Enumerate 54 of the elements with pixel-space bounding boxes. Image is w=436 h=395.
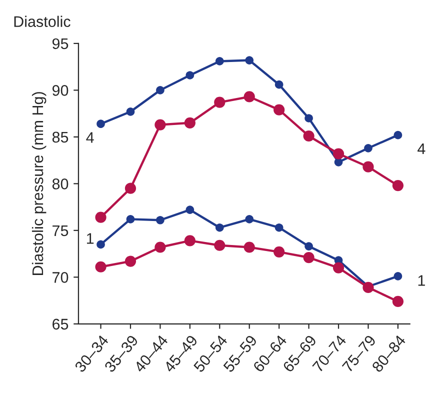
point [126,108,135,116]
point [126,215,135,224]
point [394,130,402,140]
point [274,104,285,116]
point [274,80,284,89]
point [154,119,166,130]
point [96,240,105,249]
point [332,262,344,274]
y-tick-label: 95 [52,38,68,50]
point [394,272,402,280]
point [274,246,285,258]
point [304,114,313,122]
point [95,212,106,223]
y-tick-label: 75 [52,225,68,236]
y-tick-label: 80 [52,178,68,190]
y-tick-label: 70 [52,272,68,283]
point [215,223,224,232]
point [186,206,194,214]
point [215,57,224,66]
point [245,56,254,64]
y-axis-title: Diastolic pressure (mm Hg) [32,92,46,275]
point [303,252,314,264]
point [214,96,226,108]
point [184,235,196,246]
point [362,161,374,172]
point [124,182,136,194]
point [154,242,166,253]
point [364,144,372,152]
point [304,242,313,250]
point [214,240,226,251]
y-tick-label: 65 [52,318,68,330]
point [244,91,255,102]
point [156,216,164,224]
point [334,158,343,166]
point [95,261,106,272]
point [303,130,314,142]
annotation: 4 [86,132,94,143]
point [392,296,404,308]
chart-title: Diastolic [14,16,70,28]
y-tick-label: 90 [52,85,68,96]
annotation: 1 [86,233,94,244]
text: 1 [418,275,425,286]
y-tick-label: 85 [52,132,68,143]
point [96,120,105,128]
point [184,117,196,128]
point [332,148,344,160]
point [244,242,255,253]
point [186,71,194,80]
point [245,215,254,224]
point [392,180,404,192]
point [124,256,136,267]
point [156,86,164,94]
point [274,223,284,232]
text: 4 [418,143,426,154]
